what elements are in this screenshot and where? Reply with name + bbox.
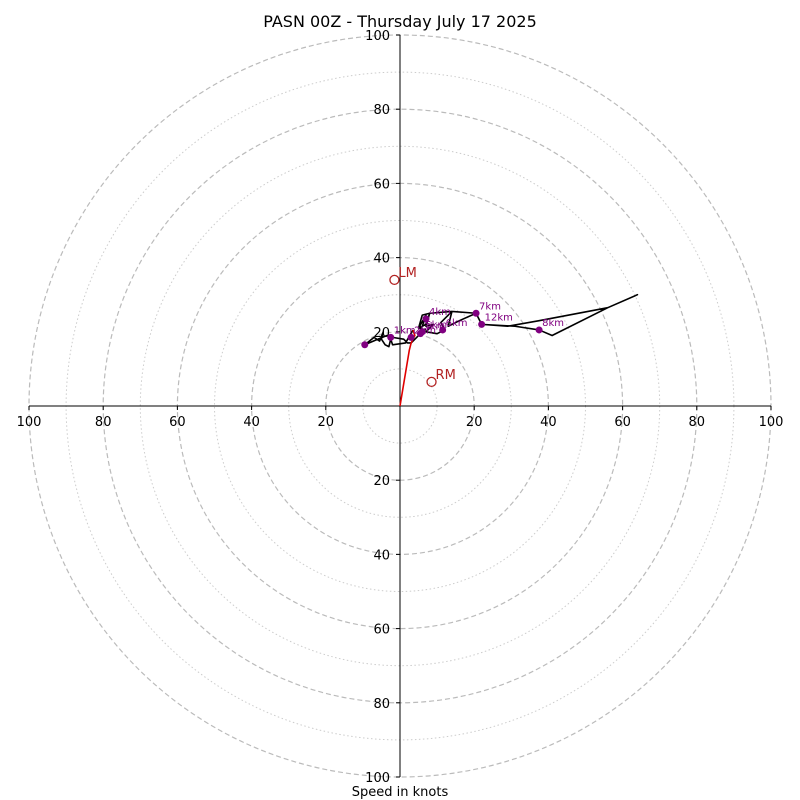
u-tick-label: 80 — [689, 415, 706, 430]
height-marker-point — [387, 333, 395, 341]
height-marker-label: 8km — [542, 318, 564, 329]
storm-motion-label: RM — [436, 368, 456, 383]
x-axis-label: Speed in knots — [352, 785, 449, 800]
v-tick-label: 20 — [373, 474, 390, 489]
height-marker-point — [407, 333, 415, 341]
u-tick-label: 100 — [759, 415, 784, 430]
height-marker-point — [535, 326, 543, 334]
height-marker-point — [361, 341, 369, 349]
v-tick-label: 60 — [373, 623, 390, 638]
storm-motion-label: LM — [398, 266, 416, 281]
u-tick-label: 60 — [169, 415, 186, 430]
storm-motion-marker — [389, 274, 400, 286]
v-tick-label: 40 — [373, 548, 390, 563]
u-tick-label: 100 — [17, 415, 42, 430]
v-tick-label: 80 — [373, 103, 390, 118]
u-tick-label: 20 — [318, 415, 335, 430]
height-marker-point — [439, 326, 447, 334]
height-marker-label: 7km — [479, 301, 501, 312]
u-tick-label: 40 — [540, 415, 557, 430]
u-tick-label: 80 — [95, 415, 112, 430]
hodograph-line-low-level — [399, 329, 416, 407]
v-tick-label: 80 — [373, 697, 390, 712]
tick-labels: 100 100 80 80 60 60 40 40 20 20 20 20 40 40 60 60 80 80 10… — [17, 29, 784, 786]
height-markers: 1km2km3km4km5km6km7km8km12km — [361, 301, 564, 349]
height-marker-label: 3km — [423, 322, 445, 333]
height-marker-label: 1km — [394, 325, 416, 336]
u-tick-label: 20 — [466, 415, 483, 430]
chart-title: PASN 00Z - Thursday July 17 2025 — [263, 12, 537, 31]
height-marker-label: 12km — [485, 312, 513, 323]
height-marker-label: 6km — [446, 318, 468, 329]
height-marker-point — [418, 328, 426, 336]
v-tick-label: 100 — [365, 771, 390, 786]
v-tick-label: 40 — [373, 252, 390, 267]
height-marker-label: 5km — [425, 320, 447, 331]
height-marker-point — [472, 309, 480, 317]
v-tick-label: 60 — [373, 177, 390, 192]
storm-motion-marker — [426, 376, 437, 388]
height-marker-point — [478, 320, 486, 328]
height-marker-point — [422, 315, 430, 323]
height-marker-label: 4km — [429, 307, 451, 318]
v-tick-label: 20 — [373, 326, 390, 341]
storm-motion-markers: LM RM — [389, 266, 456, 388]
v-tick-label: 100 — [365, 29, 390, 44]
hodograph-line-upper — [363, 293, 639, 348]
u-tick-label: 60 — [614, 415, 631, 430]
hodograph-lines — [363, 293, 639, 407]
u-tick-label: 40 — [243, 415, 260, 430]
